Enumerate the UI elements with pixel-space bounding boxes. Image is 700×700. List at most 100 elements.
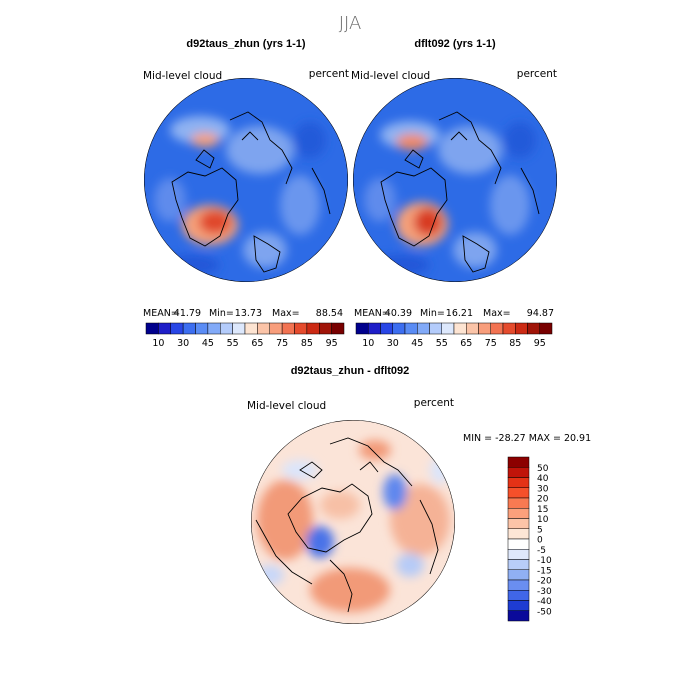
colorbar-difference-swatch	[507, 518, 530, 529]
colorbar-b-swatch	[478, 322, 491, 335]
colorbar-a-swatch	[257, 322, 270, 335]
polar-map-a	[144, 78, 348, 282]
colorbar-b-swatch	[392, 322, 406, 335]
panel-b-min-value: 16.21	[446, 308, 473, 319]
colorbar-a-swatch	[145, 322, 159, 335]
panel-b-mean-value: 40.39	[385, 308, 412, 319]
colorbar-b-swatch	[368, 322, 381, 335]
colorbar-a: 10 30 45 55 65 75 85 95	[145, 322, 345, 349]
colorbar-a-swatch	[232, 322, 246, 335]
panel-a-max-label: Max=	[272, 308, 300, 319]
figure-title: JJA	[339, 13, 362, 34]
colorbar-b-swatch	[490, 322, 504, 335]
colorbar-b-swatch	[380, 322, 393, 335]
colorbar-difference-tick-label: 0	[537, 536, 543, 546]
colorbar-a-swatch	[319, 322, 332, 335]
colorbar-a-swatch	[170, 322, 184, 335]
colorbar-difference-swatch	[507, 528, 530, 540]
panel-a-min-value: 13.73	[235, 308, 262, 319]
panel-a-min-label: Min=	[209, 308, 234, 319]
panel-b-min-label: Min=	[420, 308, 445, 319]
colorbar-b-swatch	[466, 322, 479, 335]
colorbar-b-swatch	[502, 322, 516, 335]
panel-b-right-label: percent	[517, 68, 557, 80]
colorbar-a-swatch	[182, 322, 196, 335]
colorbar-difference-tick-label: -5	[537, 546, 546, 556]
colorbar-a-swatch	[331, 322, 345, 335]
colorbar-difference-swatch	[507, 590, 530, 601]
colorbar-b-tick-label: 85	[509, 338, 521, 349]
colorbar-difference-swatch	[507, 456, 530, 468]
colorbar-b-tick-label: 75	[485, 338, 497, 349]
polar-map-b	[353, 78, 557, 282]
colorbar-difference-swatch	[507, 600, 530, 611]
colorbar-a-swatch	[281, 322, 295, 335]
panel-a-mean-value: 41.79	[174, 308, 201, 319]
colorbar-difference-tick-label: 20	[537, 495, 549, 505]
panel-c-title: d92taus_zhun - dflt092	[291, 365, 410, 377]
colorbar-b-swatch	[527, 322, 540, 335]
colorbar-difference-swatch	[507, 549, 530, 560]
colorbar-b-tick-label: 10	[362, 338, 374, 349]
colorbar-difference-swatch	[507, 508, 530, 519]
colorbar-difference-swatch	[507, 538, 530, 550]
colorbar-a-swatch	[269, 322, 283, 335]
panel-difference: d92taus_zhun - dflt092 Mid-level cloud p…	[247, 365, 591, 624]
colorbar-a-swatch	[207, 322, 221, 335]
colorbar-b-swatch	[515, 322, 528, 335]
panel-b-left-label: Mid-level cloud	[351, 70, 430, 82]
colorbar-difference-swatch	[507, 477, 530, 488]
colorbar-difference-swatch	[507, 569, 530, 581]
colorbar-b-tick-label: 65	[460, 338, 472, 349]
colorbar-difference-tick-label: 50	[537, 464, 549, 474]
panel-a-right-label: percent	[309, 68, 349, 80]
panel-a-title: d92taus_zhun (yrs 1-1)	[186, 38, 306, 50]
colorbar-difference-tick-label: -40	[537, 597, 552, 607]
colorbar-a-tick-label: 45	[202, 338, 214, 349]
panel-c-range-text: MIN = -28.27 MAX = 20.91	[463, 433, 591, 444]
colorbar-b-swatch	[355, 322, 369, 335]
colorbar-difference-tick-label: 40	[537, 474, 549, 484]
colorbar-b-swatch	[539, 322, 553, 335]
panel-c-right-label: percent	[414, 397, 454, 409]
colorbar-a-swatch	[220, 322, 233, 335]
colorbar-b-tick-label: 45	[411, 338, 423, 349]
colorbar-difference-swatch	[507, 487, 530, 499]
colorbar-a-tick-label: 55	[227, 338, 239, 349]
panel-b-title: dflt092 (yrs 1-1)	[414, 38, 496, 50]
panel-a-mean-label: MEAN=	[143, 308, 179, 319]
colorbar-b-swatch	[441, 322, 455, 335]
colorbar-b-tick-label: 95	[534, 338, 546, 349]
colorbar-difference-tick-label: 10	[537, 515, 549, 525]
panel-model-b: dflt092 (yrs 1-1) Mid-level cloud percen…	[351, 38, 557, 349]
panel-b-max-value: 94.87	[527, 308, 554, 319]
panel-a-max-value: 88.54	[316, 308, 343, 319]
colorbar-a-tick-label: 85	[301, 338, 313, 349]
colorbar-a-tick-label: 10	[152, 338, 164, 349]
panel-c-left-label: Mid-level cloud	[247, 400, 326, 412]
colorbar-b-swatch	[404, 322, 418, 335]
polar-map-c	[251, 420, 455, 624]
colorbar-a-swatch	[306, 322, 320, 335]
colorbar-b-tick-label: 30	[387, 338, 399, 349]
colorbar-b-swatch	[417, 322, 430, 335]
colorbar-a-tick-label: 30	[177, 338, 189, 349]
panel-b-max-label: Max=	[483, 308, 511, 319]
colorbar-a-swatch	[195, 322, 209, 335]
colorbar-b-swatch	[453, 322, 467, 335]
colorbar-b-tick-label: 55	[436, 338, 448, 349]
colorbar-a-swatch	[294, 322, 308, 335]
panel-b-mean-label: MEAN=	[354, 308, 390, 319]
colorbar-difference-swatch	[507, 579, 530, 591]
colorbar-difference-swatch	[507, 610, 530, 622]
panel-model-a: d92taus_zhun (yrs 1-1) Mid-level cloud p…	[143, 38, 349, 349]
colorbar-b-swatch	[429, 322, 442, 335]
colorbar-difference-swatch	[507, 467, 530, 478]
colorbar-b: 10 30 45 55 65 75 85 95	[355, 322, 553, 349]
colorbar-difference-tick-label: 15	[537, 505, 548, 515]
colorbar-a-tick-label: 65	[251, 338, 263, 349]
colorbar-difference-tick-label: -15	[537, 566, 552, 576]
colorbar-difference-tick-label: 30	[537, 484, 549, 494]
panel-a-stats: MEAN= 41.79 Min= 13.73 Max= 88.54	[143, 308, 343, 319]
